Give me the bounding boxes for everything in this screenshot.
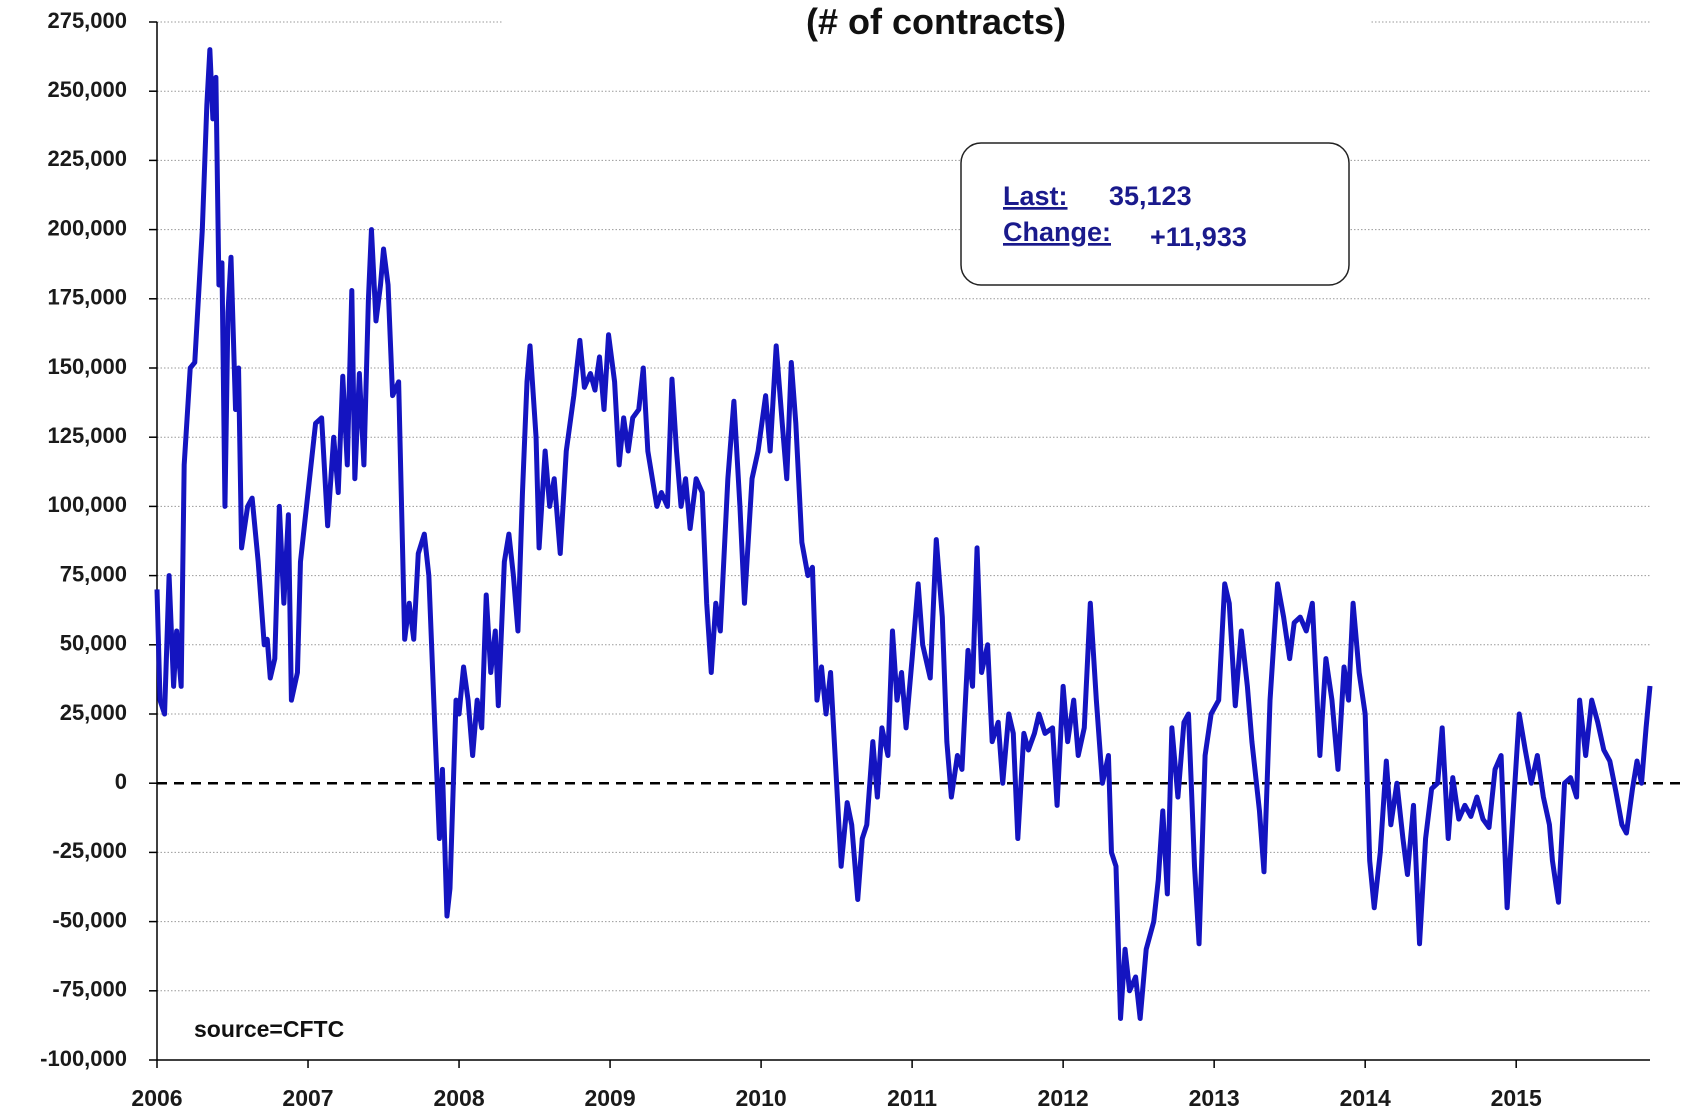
y-tick-label: 100,000 <box>47 492 127 517</box>
y-tick-label: 75,000 <box>60 561 127 586</box>
x-tick-label: 2013 <box>1189 1085 1240 1111</box>
y-tick-label: 125,000 <box>47 423 127 448</box>
x-tick-label: 2007 <box>282 1085 333 1111</box>
last-label: Last: <box>1003 181 1068 211</box>
plot: -100,000 -75,000 -50,000 -25,000 0 25,000 50,0… <box>40 8 1680 1111</box>
x-tick-label: 2015 <box>1491 1085 1542 1111</box>
change-value: +11,933 <box>1150 222 1247 252</box>
y-tick-label: 50,000 <box>60 631 127 656</box>
last-value: 35,123 <box>1109 181 1192 211</box>
x-tick-label: 2009 <box>584 1085 635 1111</box>
source-note: source=CFTC <box>194 1016 344 1042</box>
y-tick-label: 250,000 <box>47 77 127 102</box>
y-tick-label: 200,000 <box>47 215 127 240</box>
x-tick-label: 2014 <box>1340 1085 1391 1111</box>
y-tick-label: -50,000 <box>52 907 127 932</box>
change-label: Change: <box>1003 217 1111 247</box>
x-tick-label: 2010 <box>736 1085 787 1111</box>
y-tick-label: 150,000 <box>47 354 127 379</box>
y-tick-label: 175,000 <box>47 285 127 310</box>
y-tick-label: -100,000 <box>40 1046 127 1071</box>
y-tick-label: -25,000 <box>52 838 127 863</box>
x-tick-label: 2012 <box>1038 1085 1089 1111</box>
grid <box>157 21 1650 992</box>
x-tick-label: 2008 <box>433 1085 484 1111</box>
title-background <box>503 0 1370 46</box>
annotation-box <box>960 142 1350 286</box>
x-tick-label: 2011 <box>887 1085 937 1111</box>
chart-title: (# of contracts) <box>806 1 1066 42</box>
y-tick-label: 25,000 <box>60 700 127 725</box>
y-tick-label: 275,000 <box>47 8 127 33</box>
data-line <box>154 47 1653 1021</box>
y-tick-label: 225,000 <box>47 146 127 171</box>
y-tick-label: -75,000 <box>52 977 127 1002</box>
x-tick-label: 2006 <box>131 1085 182 1111</box>
y-tick-label: 0 <box>115 769 127 794</box>
